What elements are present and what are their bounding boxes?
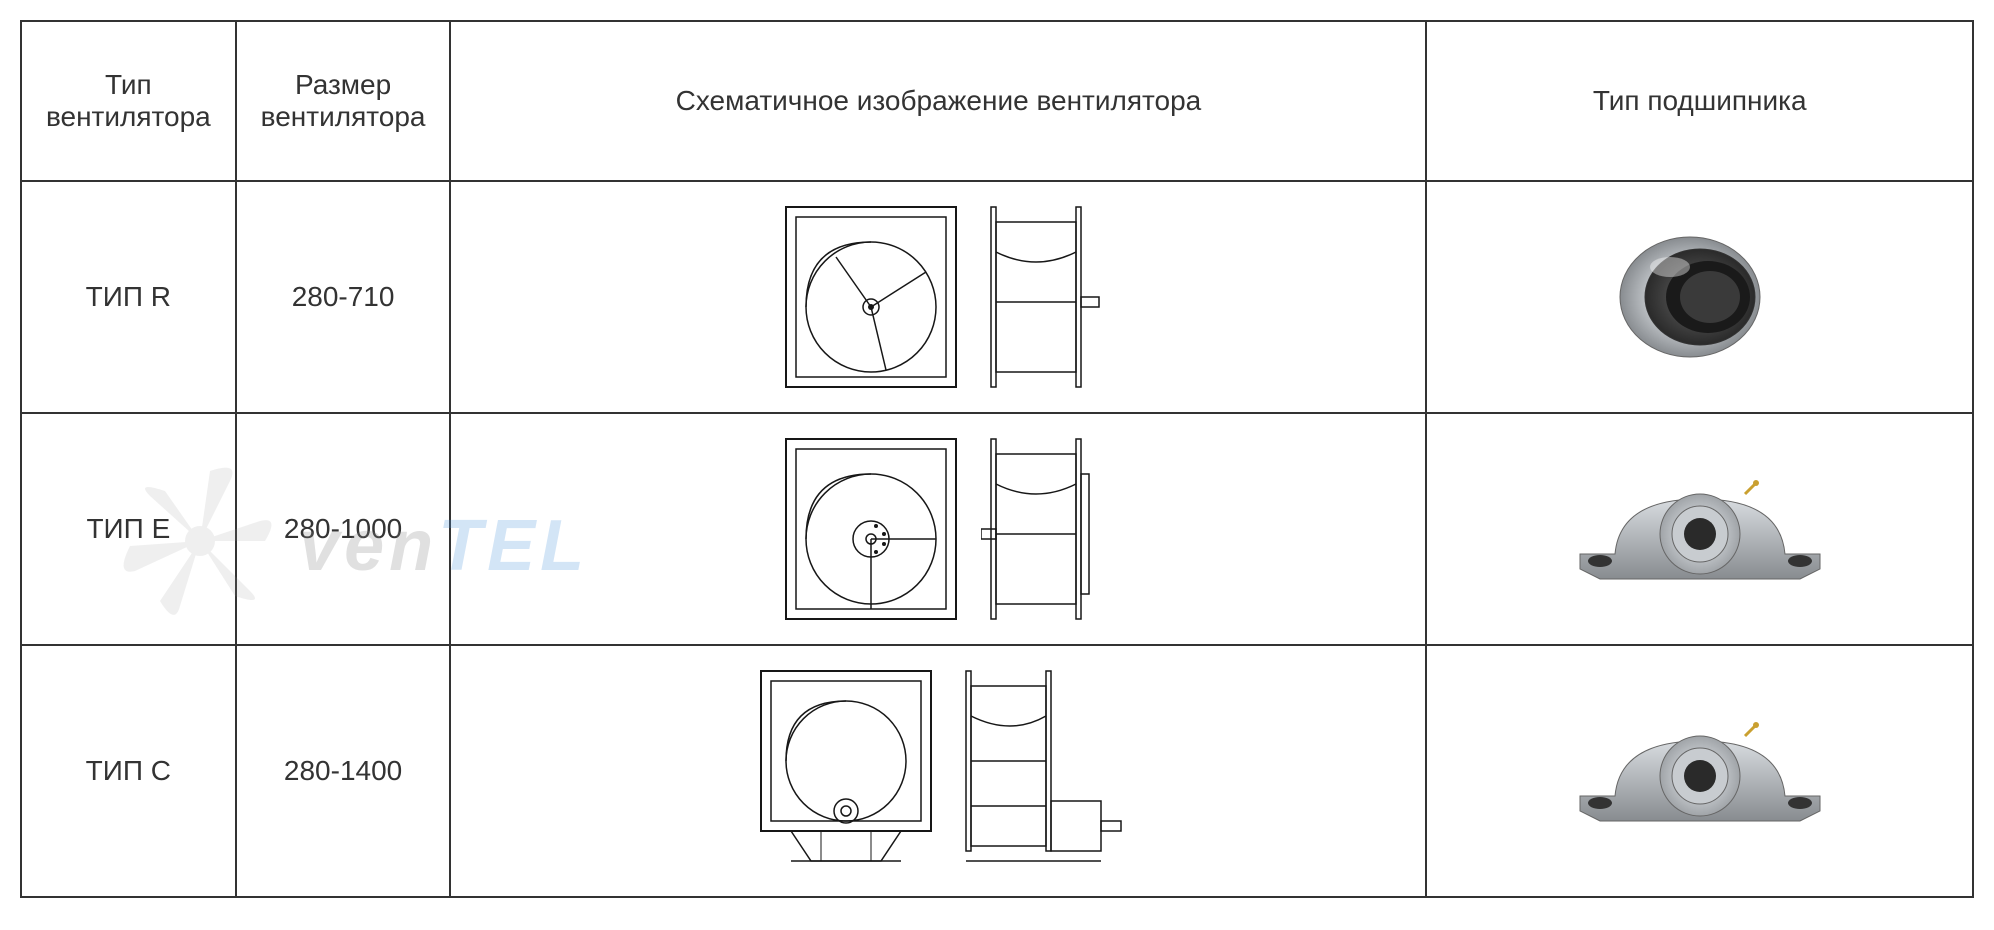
cell-size: 280-710 [236,181,451,413]
table-header-row: Тип вентилятора Размер вентилятора Схема… [21,21,1973,181]
cell-size: 280-1400 [236,645,451,897]
pillow-block-bearing-icon [1560,701,1840,841]
insert-bearing-icon [1610,222,1790,372]
cell-schematic [450,181,1426,413]
cell-bearing [1426,645,1973,897]
pillow-block-bearing-icon [1560,459,1840,599]
header-type: Тип вентилятора [21,21,236,181]
cell-schematic [450,413,1426,645]
fan-side-view-c-icon [956,666,1126,876]
cell-bearing [1426,181,1973,413]
header-schematic: Схематичное изображение вентилятора [450,21,1426,181]
fan-front-view-e-icon [776,434,966,624]
cell-schematic [450,645,1426,897]
table-row: ТИП C 280-1400 [21,645,1973,897]
cell-type: ТИП E [21,413,236,645]
fan-side-view-r-icon [981,202,1101,392]
fan-side-view-e-icon [981,434,1101,624]
header-size: Размер вентилятора [236,21,451,181]
fan-front-view-c-icon [751,666,941,876]
cell-bearing [1426,413,1973,645]
cell-size: 280-1000 [236,413,451,645]
table-row: ТИП R 280-710 [21,181,1973,413]
fan-types-table: Тип вентилятора Размер вентилятора Схема… [20,20,1974,898]
header-bearing: Тип подшипника [1426,21,1973,181]
table-row: ТИП E 280-1000 [21,413,1973,645]
fan-front-view-r-icon [776,202,966,392]
cell-type: ТИП C [21,645,236,897]
cell-type: ТИП R [21,181,236,413]
